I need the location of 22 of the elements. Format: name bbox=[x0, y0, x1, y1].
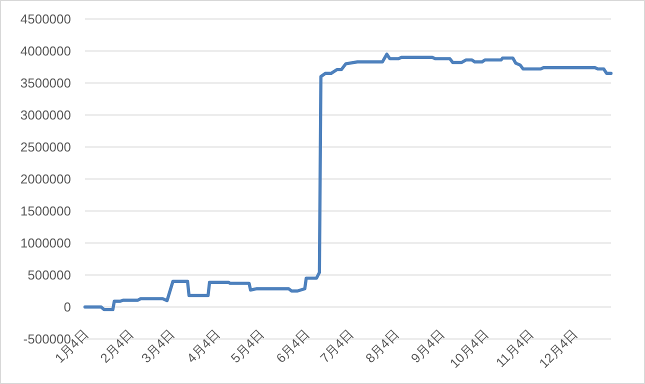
y-tick-label: 4500000 bbox=[20, 12, 71, 26]
y-tick-label: 2000000 bbox=[20, 172, 71, 186]
y-tick-label: 3500000 bbox=[20, 76, 71, 90]
y-tick-label: 4000000 bbox=[20, 44, 71, 58]
x-tick-label: 2月4日 bbox=[97, 326, 137, 366]
x-tick-label: 9月4日 bbox=[408, 326, 448, 366]
x-tick-label: 11月4日 bbox=[492, 326, 537, 370]
y-tick-label: 1500000 bbox=[20, 204, 71, 218]
x-tick-label: 6月4日 bbox=[273, 326, 312, 366]
x-tick-label: 4月4日 bbox=[184, 326, 223, 366]
x-tick-label: 5月4日 bbox=[228, 326, 267, 366]
x-tick-label: 3月4日 bbox=[138, 326, 178, 366]
x-tick-label: 10月4日 bbox=[446, 326, 492, 371]
y-tick-label: 3000000 bbox=[20, 108, 71, 122]
y-tick-label: 500000 bbox=[28, 268, 71, 282]
x-tick-label: 7月4日 bbox=[317, 326, 356, 366]
y-tick-label: 2500000 bbox=[20, 140, 71, 154]
x-tick-label: 8月4日 bbox=[362, 326, 402, 366]
line-series bbox=[83, 52, 613, 312]
y-tick-label: 0 bbox=[64, 300, 71, 314]
x-tick-label: 12月4日 bbox=[536, 326, 580, 371]
y-tick-label: 1000000 bbox=[20, 236, 71, 250]
